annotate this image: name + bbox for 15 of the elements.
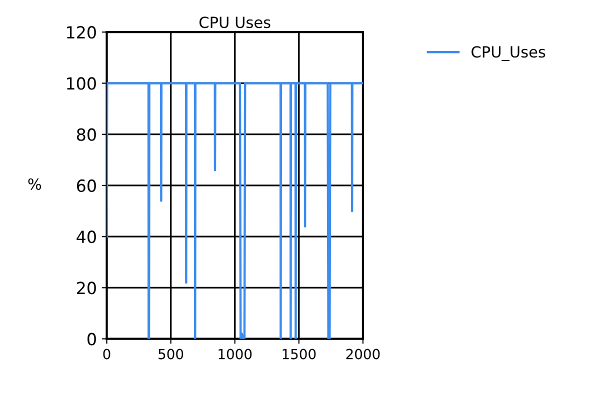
y-tick-label: 40 <box>76 230 96 244</box>
legend-label: CPU_Uses <box>472 46 546 62</box>
y-tick-label: 0 <box>88 332 96 346</box>
x-tick-label: 500 <box>158 348 184 360</box>
chart-title: CPU Uses <box>200 16 270 28</box>
y-tick-label: 20 <box>77 282 96 294</box>
x-tick-label: 1500 <box>282 348 316 360</box>
x-tick-label: 2000 <box>346 348 380 360</box>
y-tick-label: 100 <box>67 77 96 90</box>
x-tick-label: 0 <box>103 348 110 360</box>
y-tick-label: 60 <box>76 179 96 192</box>
x-tick-label: 1000 <box>218 348 252 360</box>
y-axis-title: % <box>28 178 42 190</box>
y-tick-label: 120 <box>67 26 96 39</box>
y-tick-label: 80 <box>76 128 96 141</box>
